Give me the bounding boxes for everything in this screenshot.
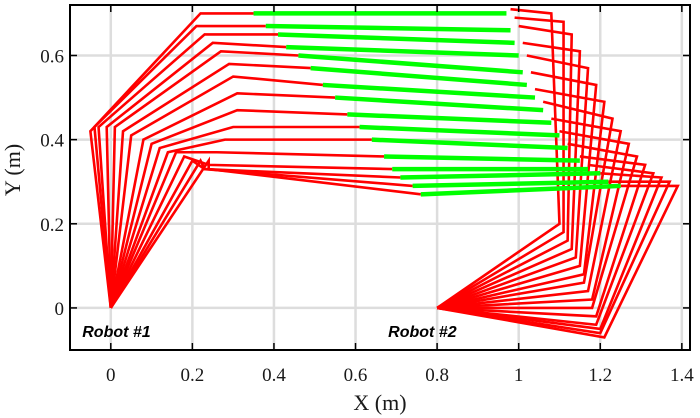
tick-labels: 0 0.2 0.4 0.6 0.8 1 1.2 1.4 0 0.2 0.4 0.6 xyxy=(40,46,694,386)
robot2-arm-config xyxy=(437,129,631,310)
object-pose xyxy=(359,124,560,138)
object-pose xyxy=(347,112,552,126)
object-pose xyxy=(371,137,568,151)
robot1-arm-config xyxy=(109,92,336,309)
x-tick-label: 1.2 xyxy=(588,365,612,386)
x-tick-label: 1.4 xyxy=(670,365,694,386)
object-pose xyxy=(334,95,544,113)
robot2-arm-config xyxy=(436,7,561,309)
robot2-arm-config xyxy=(436,54,590,310)
robot2-arm-config xyxy=(437,142,639,310)
y-axis-label: Y (m) xyxy=(0,144,25,196)
object-pose xyxy=(286,44,519,58)
object-pose xyxy=(277,32,515,46)
robot1-arm-config xyxy=(89,12,254,309)
robot2-arm-config xyxy=(436,24,574,310)
y-tick-label: 0 xyxy=(55,299,65,320)
robot-annotation: Robot #1 xyxy=(82,324,151,341)
x-tick-label: 0.8 xyxy=(425,365,449,386)
robot-annotation: Robot #2 xyxy=(388,324,457,341)
x-tick-label: 0.4 xyxy=(262,365,286,386)
object-pose xyxy=(265,23,511,33)
robot1-arm-config xyxy=(109,150,385,309)
y-tick-label: 0.6 xyxy=(40,46,64,67)
tick-marks xyxy=(70,5,690,350)
robot1-arm-config xyxy=(109,157,413,309)
robot1-arm-config xyxy=(109,154,393,309)
robot1-arm-config xyxy=(109,75,324,309)
annotations: Robot #1 Robot #2 xyxy=(82,324,456,341)
x-tick-label: 0.6 xyxy=(344,365,368,386)
robot1-arm-config xyxy=(93,24,266,309)
robot1-arm-config xyxy=(105,41,287,308)
robot2-arm-config xyxy=(436,16,565,310)
x-tick-label: 0 xyxy=(106,365,116,386)
x-tick-label: 0.2 xyxy=(180,365,204,386)
object-pose xyxy=(322,82,536,100)
robot1-arm-config xyxy=(109,108,348,309)
robot2-arm-config xyxy=(436,41,582,310)
robot1-arm-config xyxy=(109,49,299,308)
object-pose xyxy=(400,171,601,180)
robot1-arm-config xyxy=(109,138,372,309)
axes-box xyxy=(69,4,691,351)
y-tick-label: 0.2 xyxy=(40,215,64,236)
x-axis-label: X (m) xyxy=(353,390,406,415)
object-pose xyxy=(420,183,621,197)
object-pose xyxy=(412,179,609,189)
object-pose xyxy=(298,53,523,75)
object-pose xyxy=(310,65,528,88)
robot2-arm-config xyxy=(436,163,656,327)
robot1-arm-config xyxy=(109,62,311,309)
robot1-arm-config xyxy=(109,125,360,309)
y-tick-label: 0.4 xyxy=(40,131,64,152)
x-tick-label: 1 xyxy=(514,365,524,386)
robot1-arm-config xyxy=(109,156,421,309)
robot2-arm-config xyxy=(436,117,623,310)
plot-area xyxy=(89,7,680,339)
robot1-arm-config xyxy=(97,33,279,309)
object-pose xyxy=(384,154,580,163)
robot2-arm-config xyxy=(437,155,647,318)
